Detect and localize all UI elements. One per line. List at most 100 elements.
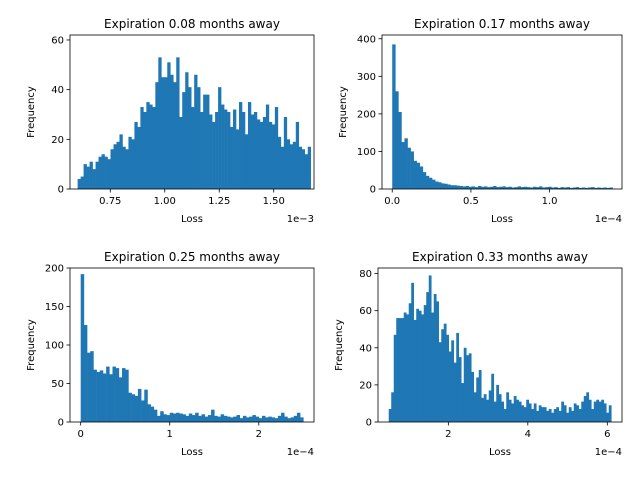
histogram-bar bbox=[596, 399, 600, 422]
histogram-bar bbox=[242, 112, 246, 189]
histogram-bar bbox=[104, 156, 108, 189]
histogram-bar bbox=[137, 388, 142, 422]
histogram-bar bbox=[195, 412, 199, 422]
histogram-bar bbox=[396, 318, 400, 422]
histogram-bar bbox=[77, 179, 81, 189]
histogram-bar bbox=[453, 362, 457, 422]
histogram-bar bbox=[541, 407, 545, 422]
x-tick-label: 2 bbox=[445, 429, 451, 440]
histogram-bar bbox=[292, 141, 297, 189]
histogram-bar bbox=[554, 187, 558, 189]
y-tick-label: 300 bbox=[357, 72, 376, 83]
histogram-bar bbox=[406, 314, 410, 422]
histogram-bar bbox=[236, 415, 241, 422]
histogram-bar bbox=[543, 407, 547, 422]
histogram-bar bbox=[421, 314, 425, 422]
y-tick-label: 150 bbox=[45, 302, 64, 313]
y-tick-label: 0 bbox=[58, 418, 64, 429]
subplot-title: Expiration 0.17 months away bbox=[414, 17, 590, 31]
histogram-bar bbox=[513, 396, 517, 422]
y-tick-label: 200 bbox=[45, 264, 64, 275]
histogram-bar bbox=[568, 407, 572, 422]
histogram-bar bbox=[601, 399, 605, 422]
histogram-bar bbox=[404, 138, 408, 189]
histogram-bar bbox=[496, 187, 500, 189]
histogram-bar bbox=[558, 410, 562, 422]
histogram-bar bbox=[432, 179, 436, 189]
histogram-bar bbox=[207, 415, 212, 422]
histogram-bar bbox=[441, 329, 445, 422]
axes-frame bbox=[381, 34, 623, 190]
histogram-bar bbox=[200, 112, 204, 189]
histogram-bar bbox=[578, 409, 582, 422]
histogram-bar bbox=[398, 112, 402, 189]
histogram-bar bbox=[456, 332, 460, 422]
histogram-bar bbox=[110, 149, 114, 189]
histogram-bar bbox=[106, 366, 110, 422]
histogram-bar bbox=[561, 401, 565, 422]
y-tick-label: 40 bbox=[51, 85, 64, 96]
histogram-bar bbox=[471, 186, 476, 189]
histogram-bar bbox=[153, 409, 158, 422]
histogram-bar bbox=[536, 187, 540, 189]
histogram-bar bbox=[557, 187, 561, 189]
histogram-bar bbox=[583, 396, 587, 422]
histogram-bar bbox=[531, 409, 535, 422]
histogram-bar bbox=[192, 415, 196, 422]
x-tick-label: 1.00 bbox=[154, 196, 176, 207]
histogram-bar bbox=[220, 414, 225, 422]
y-tick-label: 400 bbox=[357, 34, 376, 45]
x-tick-label: 1.25 bbox=[208, 196, 230, 207]
histogram-bar bbox=[441, 183, 445, 189]
subplot-2: 0.0 0.5 1.0 0 100 200 300 400 Expiration 0.17 mo… bbox=[338, 17, 623, 225]
histogram-bar bbox=[576, 405, 580, 422]
histogram-bar bbox=[204, 416, 209, 422]
histogram-bar bbox=[453, 185, 457, 189]
y-tick-label: 80 bbox=[359, 269, 372, 280]
histogram-bar bbox=[188, 87, 192, 189]
histogram-bar bbox=[578, 187, 583, 189]
y-tick-label: 200 bbox=[357, 109, 376, 120]
histogram-bar bbox=[431, 312, 435, 422]
histogram-bar bbox=[471, 371, 475, 422]
histogram-bar bbox=[87, 352, 91, 422]
histogram-bar bbox=[493, 186, 497, 189]
histogram-bar bbox=[520, 187, 525, 189]
histogram-bar bbox=[271, 417, 275, 422]
histogram-bar bbox=[459, 186, 463, 189]
histogram-bar bbox=[608, 405, 612, 422]
histogram-bar bbox=[118, 377, 123, 422]
histogram-bar bbox=[128, 392, 132, 422]
histogram-bar bbox=[284, 416, 288, 422]
histogram-bar bbox=[503, 409, 507, 422]
x-tick-label: 0.5 bbox=[463, 196, 479, 207]
subplot-1: 0.75 1.00 1.25 1.50 0 20 40 60 Expiration 0.08 m… bbox=[26, 17, 315, 225]
histogram-bar bbox=[490, 186, 494, 189]
histogram-bar bbox=[538, 405, 542, 422]
histogram-bar bbox=[586, 392, 590, 422]
histogram-bar bbox=[166, 415, 171, 422]
histogram-bar bbox=[122, 146, 126, 189]
histogram-bar bbox=[113, 144, 117, 189]
x-tick-label: 6 bbox=[604, 429, 610, 440]
x-offset-label: 1e−4 bbox=[595, 214, 622, 225]
histogram-bar bbox=[588, 187, 592, 189]
histogram-bar bbox=[155, 82, 159, 189]
histogram-bar bbox=[563, 187, 567, 189]
histogram-bar bbox=[194, 74, 198, 189]
histogram-bar bbox=[143, 112, 147, 189]
histogram-bar bbox=[258, 418, 263, 422]
histogram-bar bbox=[423, 305, 427, 422]
histogram-bar bbox=[493, 401, 497, 422]
histogram-bar bbox=[391, 392, 395, 422]
histogram-bar bbox=[491, 373, 495, 422]
histogram-bar bbox=[290, 417, 295, 422]
histogram-bar bbox=[86, 166, 90, 189]
histogram-bar bbox=[179, 116, 183, 189]
histogram-bar bbox=[182, 414, 186, 422]
histogram-bar bbox=[428, 177, 433, 189]
histogram-bar bbox=[83, 164, 87, 189]
histogram-bar bbox=[591, 409, 595, 422]
histogram-bar bbox=[536, 410, 540, 422]
histogram-bar bbox=[125, 369, 129, 422]
